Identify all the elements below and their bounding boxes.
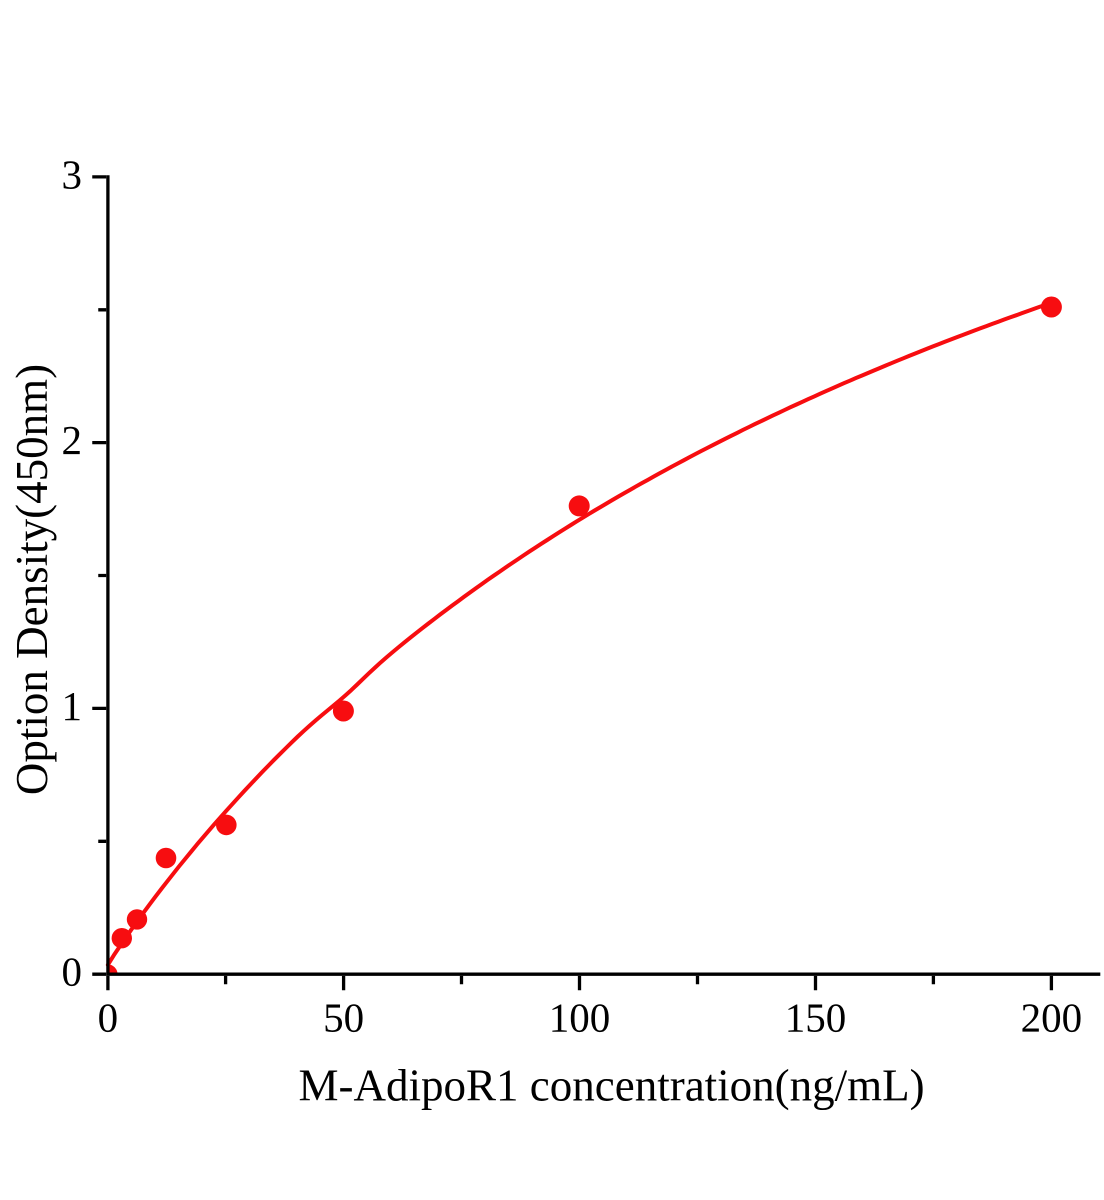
svg-text:150: 150 <box>785 994 847 1040</box>
svg-text:2: 2 <box>62 417 83 463</box>
svg-text:Option Density(450nm): Option Density(450nm) <box>7 364 57 795</box>
svg-text:200: 200 <box>1021 994 1083 1040</box>
svg-text:0: 0 <box>62 949 83 995</box>
svg-text:1: 1 <box>62 683 83 729</box>
svg-text:100: 100 <box>549 994 611 1040</box>
svg-text:50: 50 <box>323 994 364 1040</box>
svg-text:0: 0 <box>98 994 119 1040</box>
svg-text:3: 3 <box>62 151 83 197</box>
svg-text:M-AdipoR1 concentration(ng/mL): M-AdipoR1 concentration(ng/mL) <box>299 1061 925 1111</box>
